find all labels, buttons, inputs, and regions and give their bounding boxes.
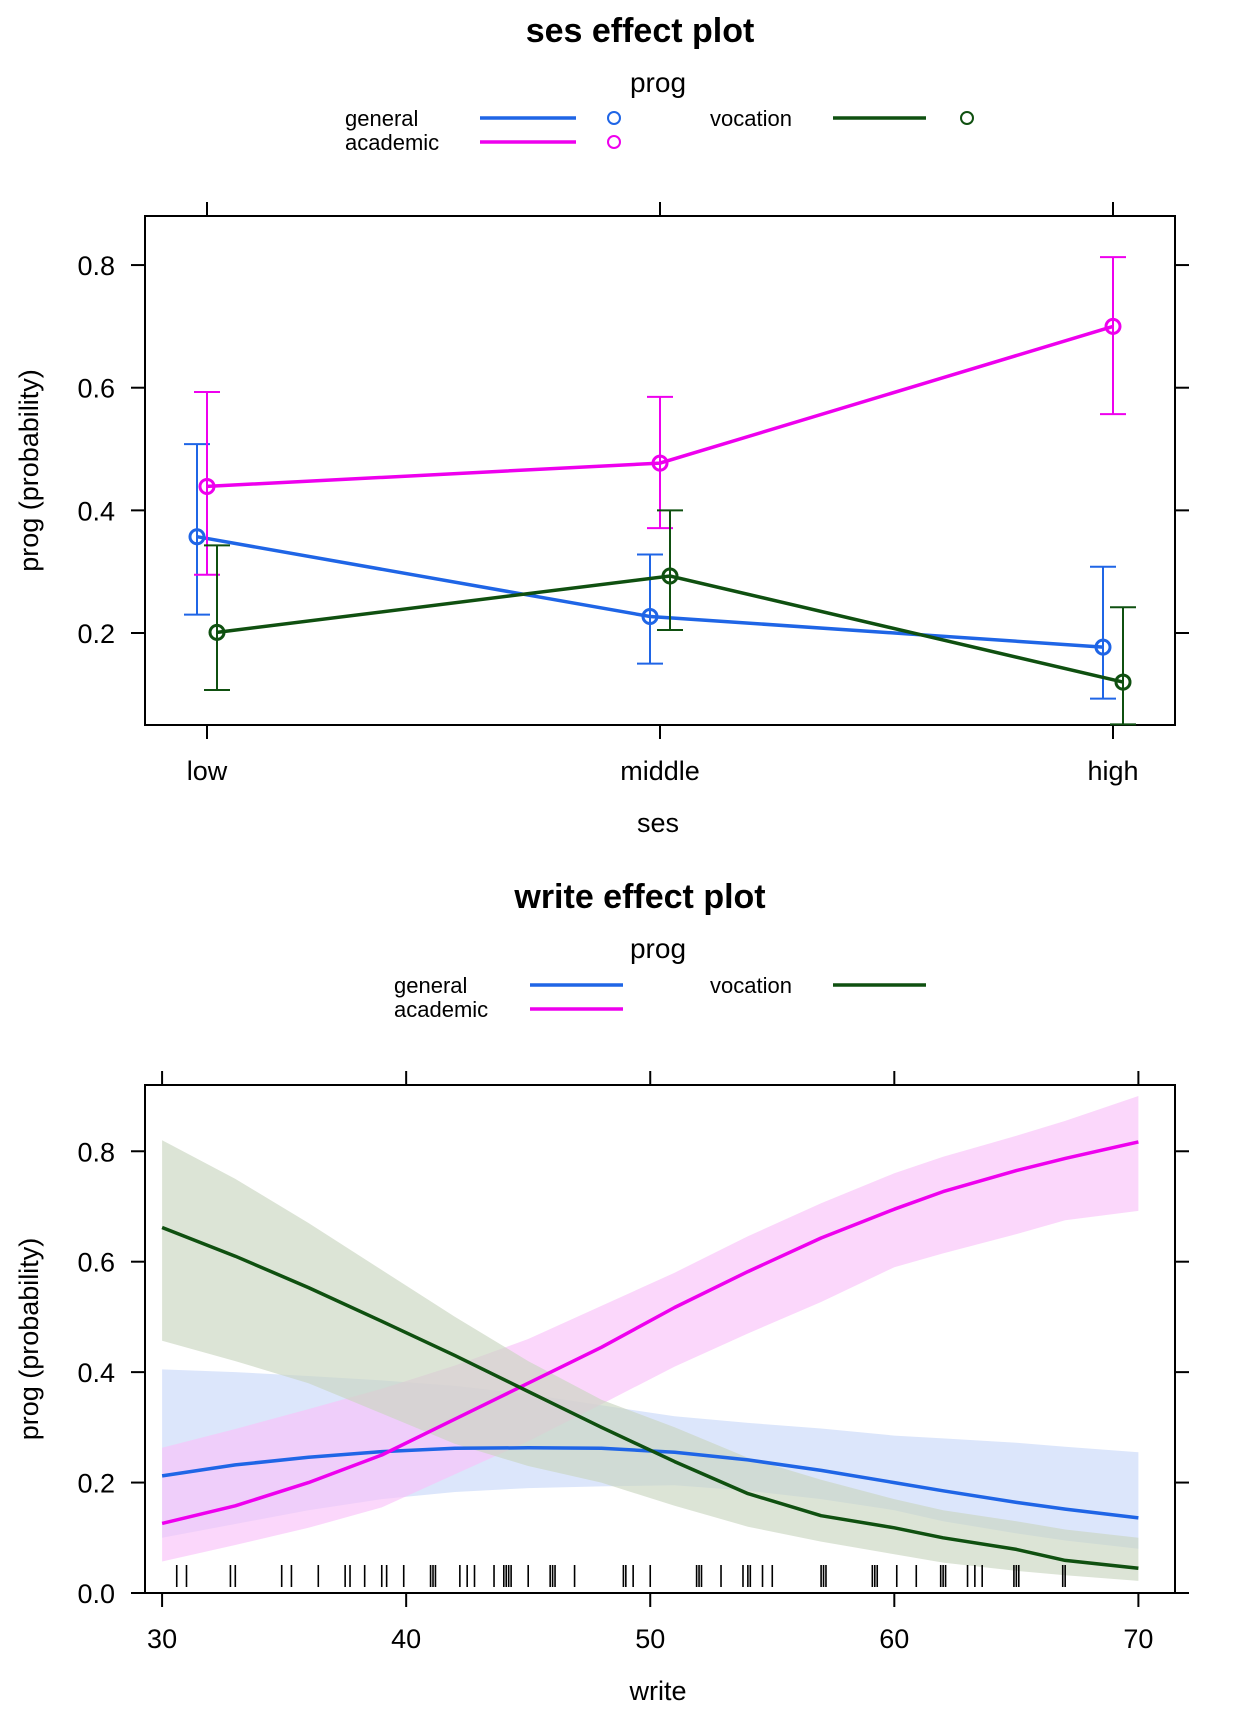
legend-label-vocation: vocation (710, 973, 792, 998)
confidence-band-vocation (162, 1140, 1139, 1581)
data-point-academic (1104, 317, 1122, 335)
x-tick-label: 30 (147, 1624, 177, 1654)
data-point-vocation (208, 623, 226, 641)
legend-marker-vocation (960, 111, 974, 125)
legend-label-vocation: vocation (710, 106, 792, 131)
chart-title: ses effect plot (526, 12, 755, 50)
y-axis: 0.0 0.2 0.4 0.6 0.8 prog (probability) (14, 1137, 1189, 1609)
confidence-band-academic (162, 1096, 1139, 1562)
data-point-general (188, 528, 206, 546)
y-tick-label: 0.6 (77, 1248, 115, 1278)
plot-frame (144, 1084, 1176, 1594)
legend-entry-general: general (394, 973, 623, 998)
x-tick-label: 50 (635, 1624, 665, 1654)
data-point-general (641, 607, 659, 625)
y-tick-label: 0.4 (77, 1358, 115, 1388)
x-tick-label: 40 (391, 1624, 421, 1654)
x-tick-label: low (187, 756, 228, 786)
legend-marker-general (607, 111, 621, 125)
x-tick-label: high (1087, 756, 1138, 786)
legend-title: prog (630, 933, 686, 964)
data-point-vocation (1114, 673, 1132, 691)
legend-label-general: general (345, 106, 418, 131)
series-line-academic (161, 1140, 1139, 1526)
x-axis-label: write (628, 1676, 686, 1706)
y-axis-label: prog (probability) (14, 1238, 44, 1441)
y-tick-label: 0.8 (77, 251, 115, 281)
legend-label-academic: academic (394, 997, 488, 1022)
x-axis: 30 40 50 60 70 write (147, 1071, 1153, 1706)
y-tick-label: 0.2 (77, 1469, 115, 1499)
legend-title: prog (630, 67, 686, 98)
legend-entry-vocation: vocation (710, 973, 926, 998)
data-point-vocation (661, 567, 679, 585)
y-tick-label: 0.2 (77, 619, 115, 649)
legend-marker-academic (607, 135, 621, 149)
y-tick-label: 0.4 (77, 496, 115, 526)
series-vocation (204, 509, 1136, 726)
chart-title: write effect plot (513, 878, 765, 916)
y-tick-label: 0.6 (77, 374, 115, 404)
y-axis: 0.2 0.4 0.6 0.8 prog (probability) (14, 251, 1189, 649)
legend-label-academic: academic (345, 130, 439, 155)
legend-entry-general: general (345, 106, 621, 131)
x-tick-label: 60 (879, 1624, 909, 1654)
data-point-academic (198, 477, 216, 495)
x-axis-label: ses (637, 808, 679, 838)
y-tick-label: 0.0 (77, 1579, 115, 1609)
data-point-academic (651, 454, 669, 472)
legend-entry-academic: academic (394, 997, 623, 1022)
rug (175, 1565, 1066, 1587)
series-line-general (161, 1446, 1139, 1520)
series-general (184, 443, 1116, 700)
legend-entry-academic: academic (345, 130, 621, 155)
series-line-vocation (161, 1225, 1139, 1570)
y-tick-label: 0.8 (77, 1137, 115, 1167)
series-academic (194, 256, 1126, 576)
data-point-general (1094, 638, 1112, 656)
x-tick-label: middle (620, 756, 700, 786)
legend-entry-vocation: vocation (710, 106, 974, 131)
x-tick-label: 70 (1123, 1624, 1153, 1654)
x-axis: low middle high ses (187, 202, 1139, 838)
legend-label-general: general (394, 973, 467, 998)
y-axis-label: prog (probability) (14, 369, 44, 572)
